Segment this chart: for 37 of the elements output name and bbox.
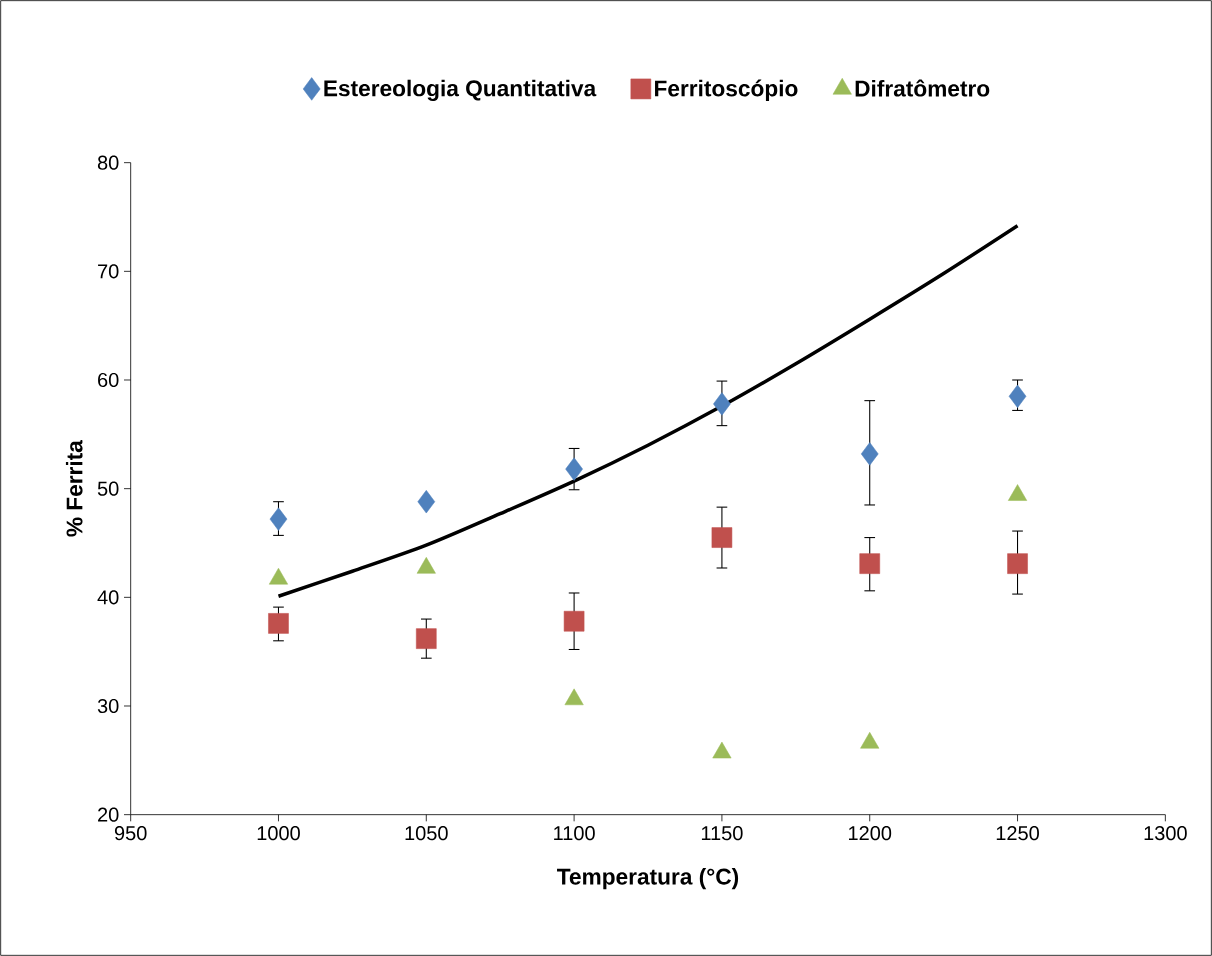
y-tick-label: 40 [97,590,119,605]
y-tick-label: 50 [97,481,119,496]
y-tick-label: 60 [98,372,119,388]
point [859,553,880,574]
x-axis-title: Temperatura (°C) [557,868,739,890]
point [565,457,583,481]
point [860,732,880,749]
y-axis-title: % Ferrita [65,440,83,537]
point [269,507,288,531]
point [563,610,585,632]
point [712,741,732,759]
point [268,613,289,634]
y-tick-label: 80 [97,155,119,170]
y-tick-label: 20 [98,807,119,822]
point [268,567,288,585]
point [564,688,584,706]
point [417,490,436,514]
x-tick-label: 1200 [849,826,892,841]
line-series [276,223,1020,598]
legend-label: Ferritoscópio [655,79,798,101]
point [416,557,436,574]
x-tick-label: 1100 [554,826,595,841]
x-tick-label: 1150 [701,826,743,841]
x-tick-label: 950 [114,826,147,841]
point [1007,553,1028,574]
y-tick-label: 70 [98,264,119,279]
x-tick-label: 1300 [1144,826,1187,841]
y-tick-label: 30 [97,698,119,714]
point [416,628,437,649]
point [860,442,879,466]
point [711,527,733,548]
point [713,392,731,416]
legend-label: Difratômetro [855,79,990,97]
x-tick-label: 1050 [405,826,448,841]
x-tick-label: 1250 [996,826,1039,841]
x-tick-label: 1000 [257,826,300,841]
legend-label: Estereologia Quantitativa [324,79,597,101]
